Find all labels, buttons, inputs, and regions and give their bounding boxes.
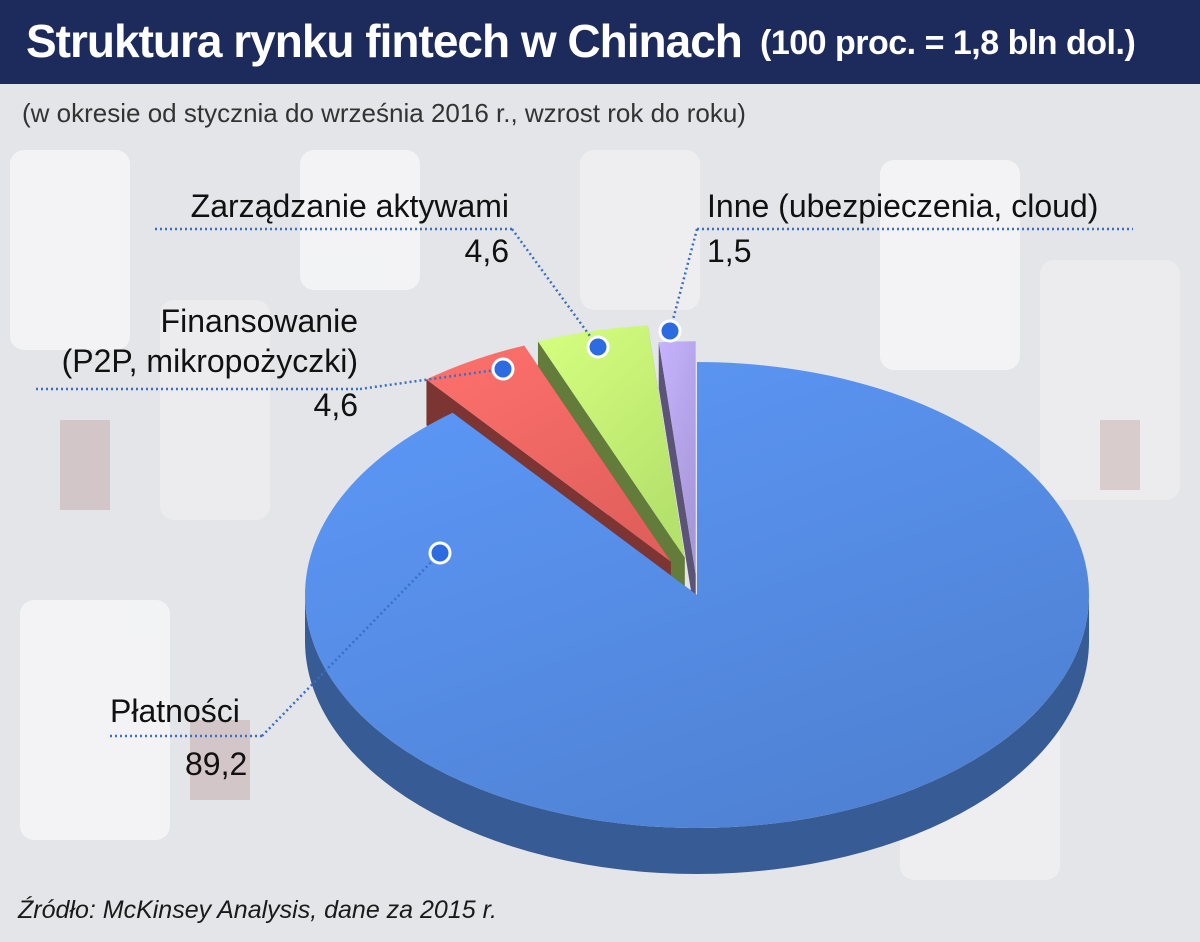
chart-title-note: (100 proc. = 1,8 bln dol.) xyxy=(760,24,1136,62)
slice-value-label: 4,6 xyxy=(465,233,509,269)
chart-subtitle: (w okresie od stycznia do września 2016 … xyxy=(22,98,746,128)
slice-marker xyxy=(491,357,515,381)
slice-marker xyxy=(658,319,682,343)
slice-value-label: 1,5 xyxy=(707,233,751,269)
slice-label: (P2P, mikropożyczki) xyxy=(62,343,358,379)
title-bar: Struktura rynku fintech w Chinach (100 p… xyxy=(0,0,1200,84)
slice-label: Płatności xyxy=(110,693,240,729)
leader-line xyxy=(359,367,504,391)
slice-value-label: 4,6 xyxy=(314,387,358,423)
leader-line xyxy=(510,228,600,348)
slice-value-label: 89,2 xyxy=(185,746,247,782)
chart-title: Struktura rynku fintech w Chinach xyxy=(26,15,743,67)
slice-marker xyxy=(428,541,452,565)
slice-label: Inne (ubezpieczenia, cloud) xyxy=(707,188,1098,224)
slice-label: Finansowanie xyxy=(161,303,358,339)
pie-slice xyxy=(658,341,696,621)
slice-marker xyxy=(586,335,610,359)
pie-slice xyxy=(304,362,1089,874)
source-note: Źródło: McKinsey Analysis, dane za 2015 … xyxy=(18,896,497,924)
leader-line xyxy=(668,228,699,332)
slice-label: Zarządzanie aktywami xyxy=(191,188,509,224)
